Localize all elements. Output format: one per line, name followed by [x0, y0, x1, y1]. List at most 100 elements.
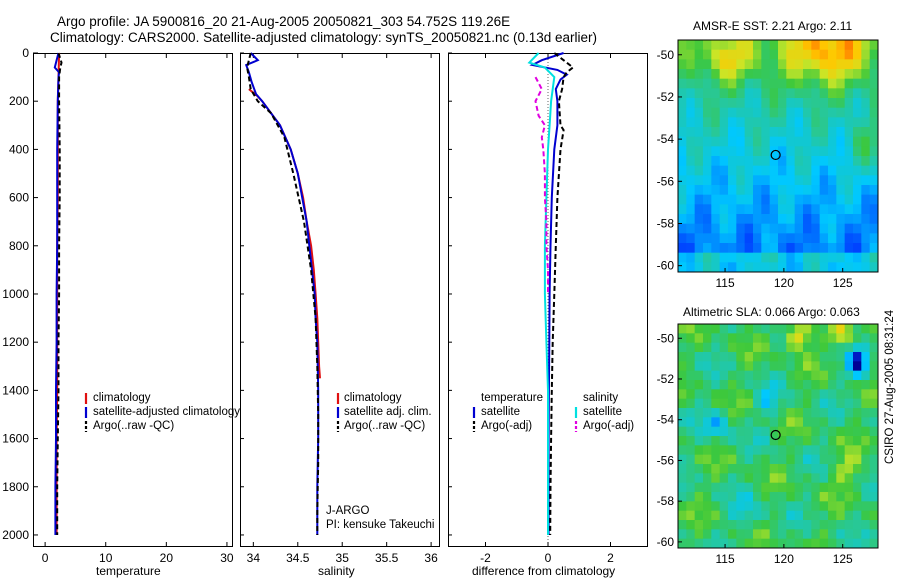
- sst-map-cell: [753, 262, 762, 273]
- sst-map-cell: [703, 107, 712, 118]
- sla-map-cell: [778, 454, 787, 465]
- sla-map-cell: [694, 454, 704, 465]
- sst-map-cell: [794, 127, 804, 138]
- sst-map-cell: [869, 49, 879, 60]
- sst-map-cell: [861, 127, 871, 138]
- sla-map-cell: [694, 501, 704, 512]
- sst-map-cell: [719, 88, 729, 99]
- sla-map-cell: [853, 445, 862, 456]
- sla-map-cell: [678, 389, 687, 400]
- diff-legend-sal-argo: Argo(-adj): [583, 420, 635, 432]
- sst-map-cell: [694, 214, 704, 225]
- sla-map-cell: [811, 342, 821, 353]
- sla-map-cell: [819, 492, 829, 502]
- sst-map-cell: [861, 252, 871, 263]
- sst-map-cell: [686, 233, 696, 244]
- sst-map-cell: [794, 78, 804, 89]
- sst-map-cell: [703, 262, 712, 273]
- sst-map-cell: [678, 262, 687, 273]
- sla-map-cell: [844, 464, 854, 474]
- sla-map-cell: [719, 501, 729, 512]
- sst-map-cell: [728, 223, 737, 234]
- sst-map-cell: [786, 69, 796, 80]
- sst-map-cell: [778, 223, 787, 234]
- sst-map-cell: [686, 156, 696, 167]
- sst-map-cell: [811, 49, 821, 60]
- sla-map-cell: [811, 324, 821, 334]
- sla-map-cell: [711, 510, 721, 521]
- sst-map-cell: [853, 252, 862, 263]
- sla-map-cell: [861, 482, 871, 493]
- sla-map-cell: [703, 501, 712, 512]
- sla-map-cell: [753, 482, 762, 493]
- sla-map-cell: [786, 342, 796, 353]
- sla-map-cell: [694, 417, 704, 428]
- sla-map-cell: [786, 398, 796, 409]
- sla-map-cell: [761, 389, 771, 400]
- sla-map-cell: [819, 473, 829, 484]
- diff-xtick-label: 0: [545, 551, 552, 565]
- sst-map-cell: [703, 117, 712, 128]
- sla-map-cell: [861, 520, 871, 530]
- sla-map-cell: [711, 324, 721, 334]
- sst-map-cell: [836, 69, 846, 80]
- sst-map-cell: [769, 117, 779, 128]
- sla-map-cell: [728, 454, 737, 465]
- sla-map-cell: [728, 352, 737, 362]
- sla-map-cell: [686, 445, 696, 456]
- sst-map-cell: [694, 185, 704, 196]
- sst-map-cell: [778, 243, 787, 254]
- sst-map-cell: [778, 78, 787, 89]
- sla-map-cell: [819, 454, 829, 465]
- sla-map-cell: [703, 492, 712, 502]
- sst-map-cell: [844, 156, 854, 167]
- sst-map-cell: [703, 49, 712, 60]
- sla-map-cell: [686, 380, 696, 390]
- sla-map-cell: [811, 538, 821, 549]
- sla-map-cell: [711, 445, 721, 456]
- sst-map-cell: [828, 49, 837, 60]
- sst-map-cell: [728, 107, 737, 118]
- sst-map-cell: [811, 136, 821, 147]
- sla-map-cell: [836, 501, 846, 512]
- sst-map-cell: [844, 233, 854, 244]
- sst-map-cell: [836, 98, 846, 109]
- sla-map-cell: [794, 398, 804, 409]
- sst-map-cell: [853, 40, 862, 51]
- sst-map-cell: [686, 136, 696, 147]
- sst-map-cell: [761, 98, 771, 109]
- sla-map-cell: [836, 492, 846, 502]
- sst-map-cell: [769, 262, 779, 273]
- sla-map-cell: [869, 426, 879, 437]
- depth-tick-label: 1800: [2, 480, 29, 494]
- sst-map-cell: [703, 146, 712, 157]
- sla-map-cell: [836, 482, 846, 493]
- sst-map-cell: [736, 98, 746, 109]
- sla-map-cell: [811, 426, 821, 437]
- sst-map-cell: [686, 194, 696, 205]
- sst-map-cell: [803, 214, 812, 225]
- sla-map-cell: [836, 342, 846, 353]
- sla-map-cell: [794, 473, 804, 484]
- sla-map-cell: [686, 529, 696, 540]
- sla-map-cell: [694, 352, 704, 362]
- sla-map-cell: [694, 398, 704, 409]
- sla-map-cell: [728, 408, 737, 418]
- sla-map-cell: [744, 408, 754, 418]
- sst-map-cell: [861, 165, 871, 176]
- sst-map-cell: [769, 69, 779, 80]
- sst-map-cell: [728, 214, 737, 225]
- sla-map-cell: [844, 342, 854, 353]
- sla-map-cell: [736, 482, 746, 493]
- sst-map-cell: [719, 165, 729, 176]
- sla-map-cell: [844, 538, 854, 549]
- sla-map-cell: [694, 389, 704, 400]
- sst-map-cell: [844, 88, 854, 99]
- sla-map-cell: [678, 529, 687, 540]
- sla-map-cell: [819, 408, 829, 418]
- sst-map-cell: [819, 214, 829, 225]
- sst-map-cell: [736, 88, 746, 99]
- sst-map-cell: [753, 127, 762, 138]
- sst-map-cell: [753, 40, 762, 51]
